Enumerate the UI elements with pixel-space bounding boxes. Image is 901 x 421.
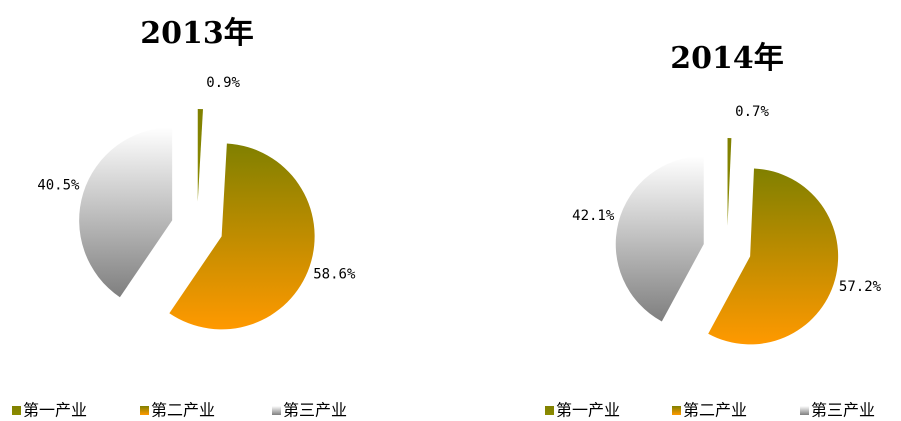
pie-slice <box>197 109 203 203</box>
legend-swatch <box>800 406 809 415</box>
legend-label: 第一产业 <box>556 401 620 420</box>
data-label: 58.6% <box>313 267 356 283</box>
legend-swatch <box>545 406 554 415</box>
pie-slice <box>615 156 704 322</box>
legend-label: 第三产业 <box>811 401 875 420</box>
pie-slice <box>708 168 839 345</box>
pie-slice <box>79 127 173 298</box>
legend-label: 第二产业 <box>151 401 215 420</box>
legend-label: 第一产业 <box>23 401 87 420</box>
data-label: 0.7% <box>735 104 769 120</box>
legend-label: 第三产业 <box>283 401 347 420</box>
pie-slice <box>169 143 315 330</box>
legend-swatch <box>672 406 681 415</box>
pie-slice <box>727 138 732 227</box>
data-label: 42.1% <box>572 208 615 224</box>
legend-swatch <box>140 406 149 415</box>
chart-title: 2013年 <box>140 16 254 51</box>
legend-swatch <box>272 406 281 415</box>
data-label: 0.9% <box>206 75 240 91</box>
legend-label: 第二产业 <box>683 401 747 420</box>
data-label: 40.5% <box>37 177 80 193</box>
data-label: 57.2% <box>839 279 882 295</box>
chart-title: 2014年 <box>670 41 784 76</box>
legend-swatch <box>12 406 21 415</box>
